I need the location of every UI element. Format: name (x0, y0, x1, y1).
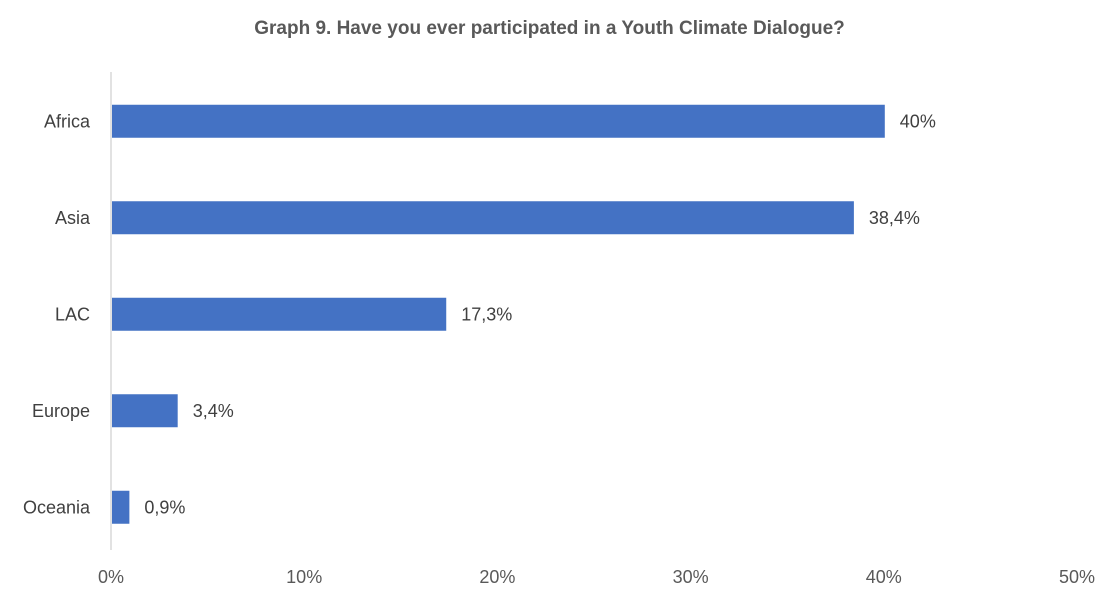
bar-oceania (112, 490, 130, 524)
bar-europe (112, 394, 178, 428)
x-tick-label: 0% (98, 567, 124, 587)
x-tick-label: 30% (673, 567, 709, 587)
value-label: 0,9% (144, 497, 185, 517)
value-label: 38,4% (869, 208, 920, 228)
category-label: Asia (55, 208, 91, 228)
chart-title: Graph 9. Have you ever participated in a… (254, 18, 845, 39)
category-label: Africa (44, 111, 91, 131)
bar-asia (112, 201, 854, 235)
category-label: LAC (55, 304, 90, 324)
bar-africa (112, 104, 885, 138)
x-tick-label: 10% (286, 567, 322, 587)
value-label: 17,3% (461, 304, 512, 324)
x-tick-label: 40% (866, 567, 902, 587)
category-label: Europe (32, 401, 90, 421)
value-label: 40% (900, 111, 936, 131)
x-tick-label: 20% (479, 567, 515, 587)
bar-lac (112, 297, 447, 331)
x-tick-label: 50% (1059, 567, 1095, 587)
value-label: 3,4% (193, 401, 234, 421)
category-label: Oceania (23, 497, 91, 517)
